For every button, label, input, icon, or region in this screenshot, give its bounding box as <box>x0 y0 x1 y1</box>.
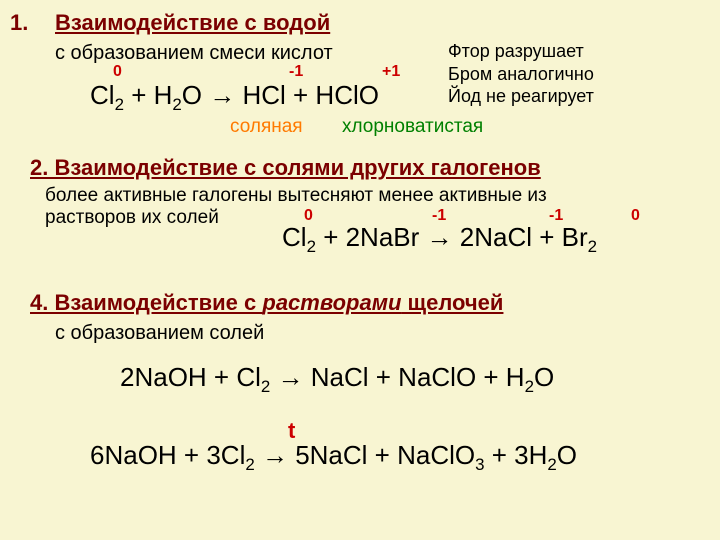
section1-sidenotes: Фтор разрушает Бром аналогично Йод не ре… <box>448 40 594 108</box>
section1-equation: Cl2 + H2O → HCl + HClO <box>90 80 379 115</box>
sidenote-2: Бром аналогично <box>448 63 594 86</box>
eq4a-part-a: 2NaOH + Cl <box>120 362 261 392</box>
eq4a-part-c: O <box>534 362 554 392</box>
eq1-part-b: + H <box>124 80 172 110</box>
section4-title-b: растворами <box>262 290 401 315</box>
eq4b-part-b: → 5NaCl + NaClO <box>255 440 475 470</box>
section2-desc2: растворов их солей <box>45 207 219 229</box>
eq2-part-a: Cl <box>282 222 307 252</box>
eq4b-part-d: O <box>557 440 577 470</box>
eq4b-part-c: + 3H <box>485 440 548 470</box>
section1-ox-m1: -1 <box>289 63 303 81</box>
sidenote-3: Йод не реагирует <box>448 85 594 108</box>
section1-label-solyanaya: соляная <box>230 116 303 138</box>
section2-title: 2. Взаимодействие с солями других галоге… <box>30 155 541 181</box>
section4-title: 4. Взаимодействие с растворами щелочей <box>30 290 503 316</box>
section1-number: 1. <box>10 10 28 36</box>
section4-equation2: 6NaOH + 3Cl2 → 5NaCl + NaClO3 + 3H2O <box>90 440 577 475</box>
eq4b-part-a: 6NaOH + 3Cl <box>90 440 245 470</box>
section1-title: Взаимодействие с водой <box>55 10 330 36</box>
section1-ox-0: 0 <box>113 63 122 81</box>
sidenote-1: Фтор разрушает <box>448 40 594 63</box>
section4-equation1: 2NaOH + Cl2 → NaCl + NaClO + H2O <box>120 362 554 397</box>
section2-ox-d: 0 <box>631 207 640 225</box>
section4-title-c: щелочей <box>401 290 503 315</box>
section2-desc1: более активные галогены вытесняют менее … <box>45 185 547 207</box>
section1-subtitle: с образованием смеси кислот <box>55 42 333 65</box>
section1-label-chlornov: хлорноватистая <box>342 116 483 138</box>
section2-equation: Cl2 + 2NaBr → 2NaCl + Br2 <box>282 222 597 257</box>
eq1-part-a: Cl <box>90 80 115 110</box>
section1-ox-p1: +1 <box>382 63 400 81</box>
eq2-part-b: + 2NaBr → 2NaCl + Br <box>316 222 588 252</box>
slide: 1. Взаимодействие с водой с образованием… <box>0 0 720 540</box>
eq4a-part-b: → NaCl + NaClO + H <box>270 362 524 392</box>
eq1-part-c: O → HCl + HClO <box>182 80 379 110</box>
section4-desc: с образованием солей <box>55 322 264 345</box>
section4-title-a: 4. Взаимодействие с <box>30 290 262 315</box>
